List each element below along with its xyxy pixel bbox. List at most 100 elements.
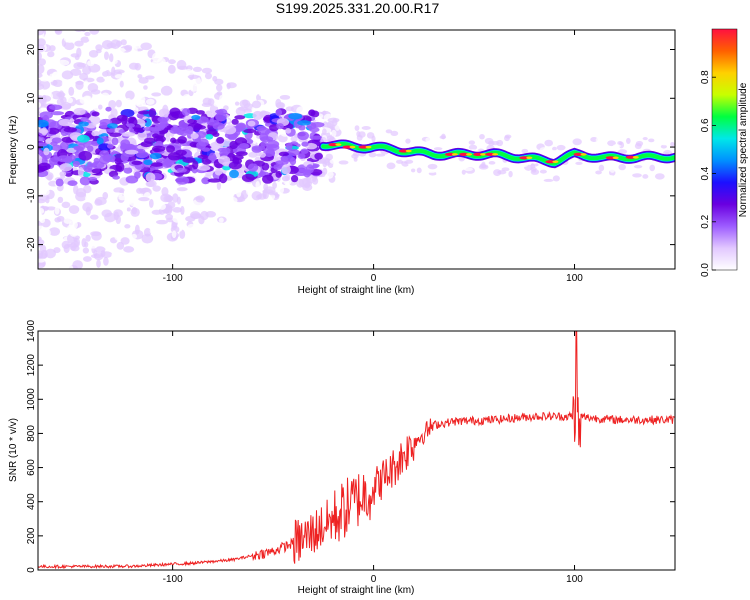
ridge-peak <box>485 152 496 156</box>
noise-blob <box>96 221 103 232</box>
halo-blob <box>609 167 616 173</box>
noise-blob <box>48 227 61 236</box>
noise-blob <box>35 14 42 22</box>
halo-blob <box>322 128 327 135</box>
noise-blob <box>38 258 46 263</box>
noise-blob <box>73 184 79 195</box>
noise-blob <box>81 30 87 32</box>
snr-y-label: SNR (10 * v/v) <box>8 418 19 482</box>
noise-blob <box>41 188 50 196</box>
noise-blob <box>114 74 123 79</box>
band-blob <box>112 175 120 180</box>
band-blob <box>41 127 48 136</box>
band-blob <box>157 116 167 123</box>
noise-blob <box>113 209 123 217</box>
noise-blob <box>100 92 110 102</box>
halo-blob <box>519 168 526 173</box>
band-blob <box>77 134 90 143</box>
band-blob <box>154 123 165 131</box>
snr-series-line <box>38 331 675 570</box>
noise-blob <box>39 217 46 224</box>
halo-blob <box>375 153 386 157</box>
halo-blob <box>484 159 489 166</box>
band-blob <box>198 138 209 147</box>
noise-blob <box>34 11 44 17</box>
snr-x-label: Height of straight line (km) <box>298 585 415 596</box>
noise-blob <box>145 180 155 187</box>
band-blob <box>59 171 67 177</box>
band-blob <box>152 145 166 152</box>
halo-blob <box>433 147 443 151</box>
y-tick-label: 1400 <box>26 319 37 342</box>
noise-blob <box>227 92 235 98</box>
noise-blob <box>37 19 44 24</box>
band-blob <box>215 112 227 122</box>
noise-blob <box>87 60 95 67</box>
noise-blob <box>76 62 87 68</box>
noise-blob <box>57 50 64 56</box>
band-blob <box>218 173 228 184</box>
noise-blob <box>148 198 154 208</box>
halo-blob <box>618 163 626 171</box>
noise-blob <box>101 236 109 245</box>
ridge-peak-halo <box>349 145 356 149</box>
halo-blob <box>642 137 648 141</box>
band-blob <box>281 175 290 182</box>
noise-blob <box>140 215 152 223</box>
noise-blob <box>125 90 135 101</box>
halo-blob <box>612 144 621 148</box>
noise-blob <box>61 240 71 249</box>
band-blob <box>67 180 78 186</box>
chart-title: S199.2025.331.20.00.R17 <box>275 0 440 16</box>
ridge-peak-halo <box>492 153 499 156</box>
band-blob <box>231 118 239 125</box>
noise-blob <box>103 256 109 266</box>
noise-blob <box>234 101 240 106</box>
noise-blob <box>232 181 237 188</box>
noise-blob <box>155 79 164 86</box>
noise-blob <box>39 76 50 82</box>
ridge-peak <box>625 155 636 159</box>
noise-blob <box>69 228 78 237</box>
band-blob <box>148 108 157 118</box>
noise-blob <box>131 233 138 240</box>
noise-blob <box>38 20 42 26</box>
noise-blob <box>82 66 92 75</box>
noise-blob <box>248 151 258 158</box>
band-blob <box>86 161 93 171</box>
noise-blob <box>114 231 122 241</box>
noise-blob <box>58 18 67 25</box>
band-blob <box>290 175 299 183</box>
ridge-peak <box>398 149 409 153</box>
halo-blob <box>527 137 533 142</box>
halo-blob <box>439 135 447 140</box>
halo-blob <box>479 133 485 140</box>
y-tick-label: 1000 <box>26 388 37 411</box>
noise-blob <box>70 68 82 76</box>
halo-blob <box>587 173 595 178</box>
band-blob <box>158 108 170 118</box>
band-blob <box>289 157 297 166</box>
band-blob <box>126 123 135 128</box>
colorbar-gradient <box>712 29 737 270</box>
noise-blob <box>296 178 305 188</box>
halo-blob <box>660 144 667 149</box>
band-blob <box>50 144 63 151</box>
band-blob <box>243 128 257 134</box>
band-blob <box>38 135 45 143</box>
noise-blob <box>95 44 103 51</box>
band-blob <box>205 133 214 140</box>
band-blob <box>175 149 187 156</box>
band-blob <box>87 145 94 152</box>
halo-blob <box>572 138 582 146</box>
halo-blob <box>598 164 605 172</box>
band-blob <box>247 120 256 127</box>
ridge-peak <box>459 152 470 156</box>
noise-blob <box>82 202 93 212</box>
noise-blob <box>74 40 84 47</box>
x-tick-label: -100 <box>163 273 183 284</box>
x-tick-label: 0 <box>371 574 377 585</box>
noise-blob <box>82 247 90 254</box>
noise-blob <box>127 54 132 60</box>
band-blob <box>111 137 119 146</box>
